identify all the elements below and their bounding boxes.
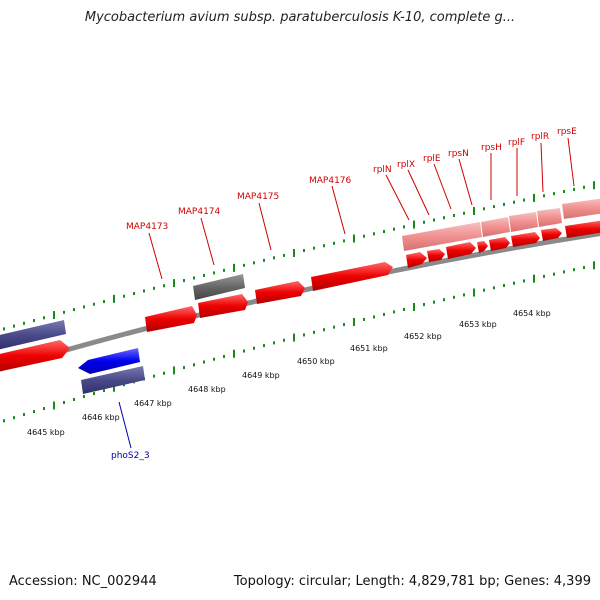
genome-summary-text: Topology: circular; Length: 4,829,781 bp… <box>233 574 591 589</box>
tick-row-upper <box>3 181 595 331</box>
kbp-label: 4645 kbp <box>27 428 65 437</box>
gene-rpsH[interactable] <box>489 237 510 251</box>
gene-label: rpsN <box>448 149 469 159</box>
gene-pale-2[interactable] <box>481 217 510 237</box>
gene-phoS2_3[interactable] <box>78 348 140 374</box>
gene-label: MAP4175 <box>237 192 279 202</box>
kbp-label: 4652 kbp <box>404 332 442 341</box>
gene-rplF[interactable] <box>511 232 540 247</box>
gene-rplX[interactable] <box>427 249 445 262</box>
gene-rpsE[interactable] <box>565 220 600 238</box>
gene-rplE[interactable] <box>446 242 476 259</box>
kbp-labels: 4645 kbp 4646 kbp 4647 kbp 4648 kbp 4649… <box>27 309 551 437</box>
kbp-label: 4651 kbp <box>350 344 388 353</box>
kbp-label: 4646 kbp <box>82 413 120 422</box>
gene-label: MAP4173 <box>126 222 168 232</box>
gene-pale-5[interactable] <box>562 198 600 219</box>
gene-label: rpsH <box>481 143 502 153</box>
gene-label: rplX <box>397 160 415 170</box>
gene-label: MAP4174 <box>178 207 221 217</box>
gene-label: MAP4176 <box>309 176 352 186</box>
gene-rpsN[interactable] <box>477 241 488 253</box>
kbp-label: 4647 kbp <box>134 399 172 408</box>
gene-MAP4175[interactable] <box>255 281 305 304</box>
gene-label: rplN <box>373 165 392 175</box>
genome-backbone <box>0 231 600 372</box>
gene-rplN[interactable] <box>406 252 427 268</box>
tick-row-lower <box>3 261 595 423</box>
gene-pale-3[interactable] <box>509 212 538 232</box>
gene-rplR[interactable] <box>541 228 562 241</box>
label-leaders <box>118 137 575 449</box>
map-title: Mycobacterium avium subsp. paratuberculo… <box>84 10 516 25</box>
kbp-label: 4654 kbp <box>513 309 551 318</box>
gene-label: phoS2_3 <box>111 451 150 461</box>
gene-navy-left[interactable] <box>0 320 66 350</box>
kbp-label: 4649 kbp <box>242 371 280 380</box>
gene-pale-4[interactable] <box>537 208 562 227</box>
gene-labels: MAP4173 MAP4174 MAP4175 MAP4176 rplN rpl… <box>111 127 577 461</box>
gene-features <box>0 198 600 394</box>
gene-gray[interactable] <box>193 274 245 300</box>
gene-label: rplE <box>423 154 441 164</box>
gene-label: rplR <box>531 132 549 142</box>
gene-MAP4176[interactable] <box>311 262 393 291</box>
kbp-label: 4648 kbp <box>188 385 226 394</box>
kbp-label: 4653 kbp <box>459 320 497 329</box>
gene-label: rplF <box>508 138 525 148</box>
gene-MAP4174[interactable] <box>198 294 248 318</box>
kbp-label: 4650 kbp <box>297 357 335 366</box>
gene-MAP4173[interactable] <box>145 306 197 332</box>
accession-text: Accession: NC_002944 <box>9 574 157 589</box>
gene-label: rpsE <box>557 127 577 137</box>
gene-pale-1[interactable] <box>402 222 482 251</box>
gene-navy-phos[interactable] <box>81 366 145 394</box>
gene-forward-left[interactable] <box>0 340 70 372</box>
